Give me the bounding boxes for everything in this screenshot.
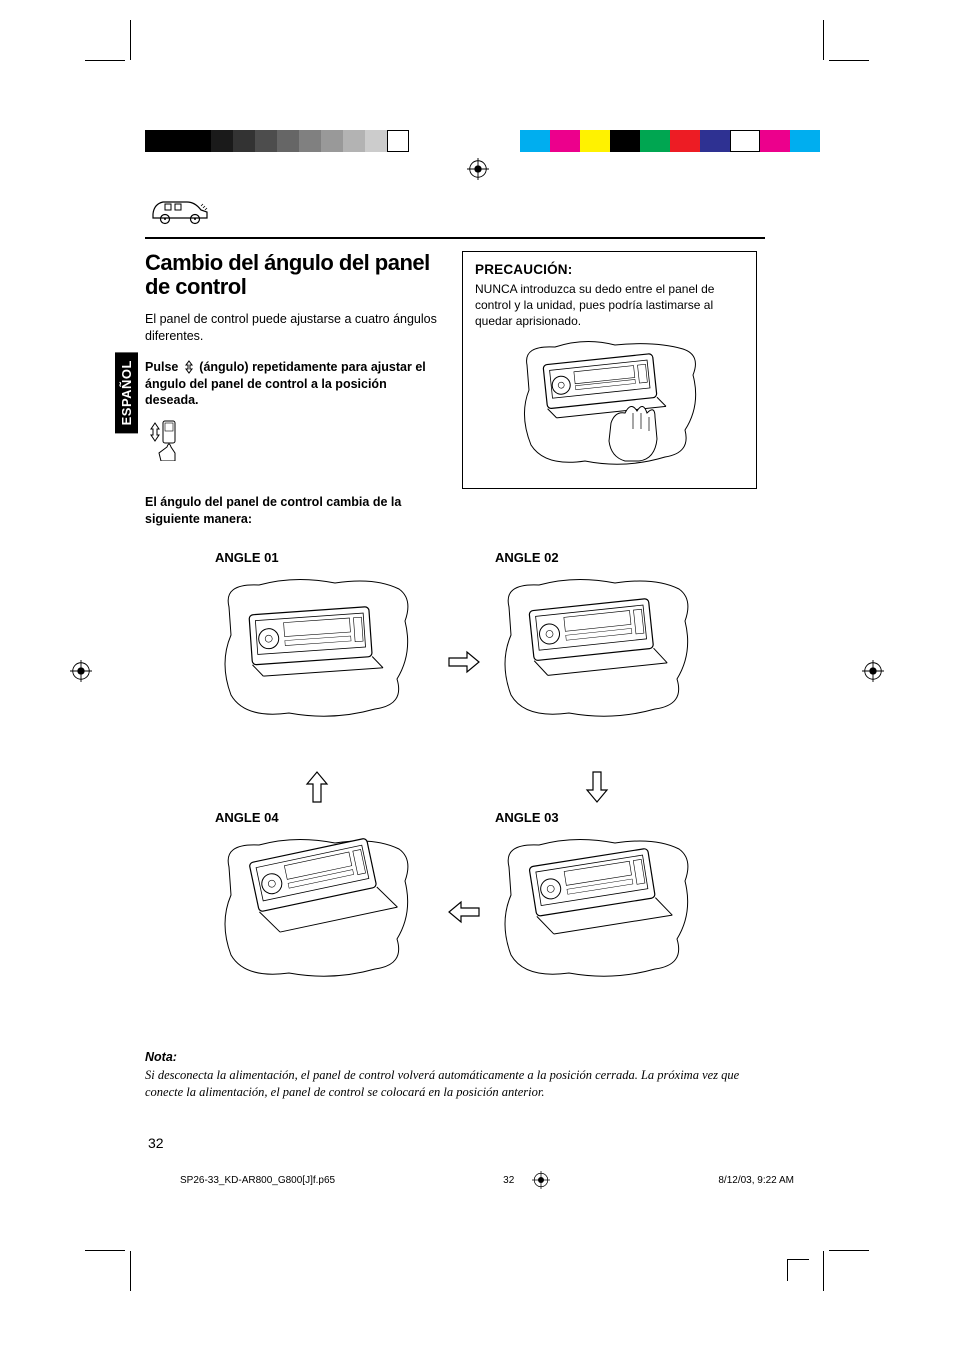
angle-04-illustration — [215, 831, 415, 991]
button-press-illustration — [145, 417, 440, 466]
crop-mark — [829, 1250, 869, 1251]
arrow-right-icon — [447, 650, 481, 679]
crop-mark — [130, 20, 131, 60]
crop-mark — [85, 1250, 125, 1251]
intro-text: El panel de control puede ajustarse a cu… — [145, 311, 440, 345]
note-block: Nota: Si desconecta la alimentación, el … — [145, 1050, 765, 1101]
grayscale-calibration-bar — [145, 130, 409, 152]
caution-text: NUNCA introduzca su dedo entre el panel … — [475, 281, 744, 330]
angle-01-illustration — [215, 571, 415, 731]
crop-mark — [823, 20, 824, 60]
angle-diagram: ANGLE 01 ANGLE 02 — [185, 550, 725, 1030]
instruction-pre: Pulse — [145, 360, 182, 374]
angle-02-illustration — [495, 571, 695, 731]
footer: SP26-33_KD-AR800_G800[J]f.p65 32 8/12/03… — [180, 1171, 794, 1189]
page-number: 32 — [148, 1135, 164, 1151]
angle-01-cell: ANGLE 01 — [215, 550, 435, 731]
left-column: Cambio del ángulo del panel de control E… — [145, 251, 440, 535]
angle-04-label: ANGLE 04 — [215, 810, 435, 825]
note-title: Nota: — [145, 1050, 765, 1064]
arrow-left-icon — [447, 900, 481, 929]
angle-change-text: El ángulo del panel de control cambia de… — [145, 494, 440, 528]
arrow-down-icon — [585, 770, 609, 809]
angle-03-cell: ANGLE 03 — [495, 810, 715, 991]
horizontal-rule — [145, 237, 765, 239]
footer-date: 8/12/03, 9:22 AM — [718, 1175, 794, 1186]
angle-02-label: ANGLE 02 — [495, 550, 715, 565]
crop-mark — [130, 1251, 131, 1291]
crop-mark — [823, 1251, 824, 1291]
angle-02-cell: ANGLE 02 — [495, 550, 715, 731]
registration-target-icon — [532, 1171, 550, 1189]
angle-03-label: ANGLE 03 — [495, 810, 715, 825]
right-column: PRECAUCIÓN: NUNCA introduzca su dedo ent… — [462, 251, 757, 535]
instruction-text: Pulse (ángulo) repetidamente para ajusta… — [145, 359, 440, 410]
angle-03-illustration — [495, 831, 695, 991]
registration-target-icon — [70, 660, 92, 682]
arrow-up-icon — [305, 770, 329, 809]
angle-04-cell: ANGLE 04 — [215, 810, 435, 991]
registration-target-icon — [467, 158, 489, 180]
footer-page: 32 — [503, 1175, 514, 1186]
note-text: Si desconecta la alimentación, el panel … — [145, 1067, 765, 1101]
angle-button-icon — [182, 360, 196, 374]
crop-corner — [787, 1259, 809, 1281]
color-calibration-bar — [520, 130, 820, 152]
angle-01-label: ANGLE 01 — [215, 550, 435, 565]
crop-mark — [829, 60, 869, 61]
page-content: ESPAÑOL Cambio del ángulo del panel de c… — [145, 190, 765, 1101]
crop-mark — [85, 60, 125, 61]
caution-box: PRECAUCIÓN: NUNCA introduzca su dedo ent… — [462, 251, 757, 490]
footer-filename: SP26-33_KD-AR800_G800[J]f.p65 — [180, 1175, 335, 1186]
language-tab: ESPAÑOL — [115, 352, 138, 433]
page-title: Cambio del ángulo del panel de control — [145, 251, 440, 299]
car-icon — [145, 190, 765, 231]
caution-title: PRECAUCIÓN: — [475, 262, 744, 277]
caution-illustration — [475, 335, 744, 480]
registration-target-icon — [862, 660, 884, 682]
